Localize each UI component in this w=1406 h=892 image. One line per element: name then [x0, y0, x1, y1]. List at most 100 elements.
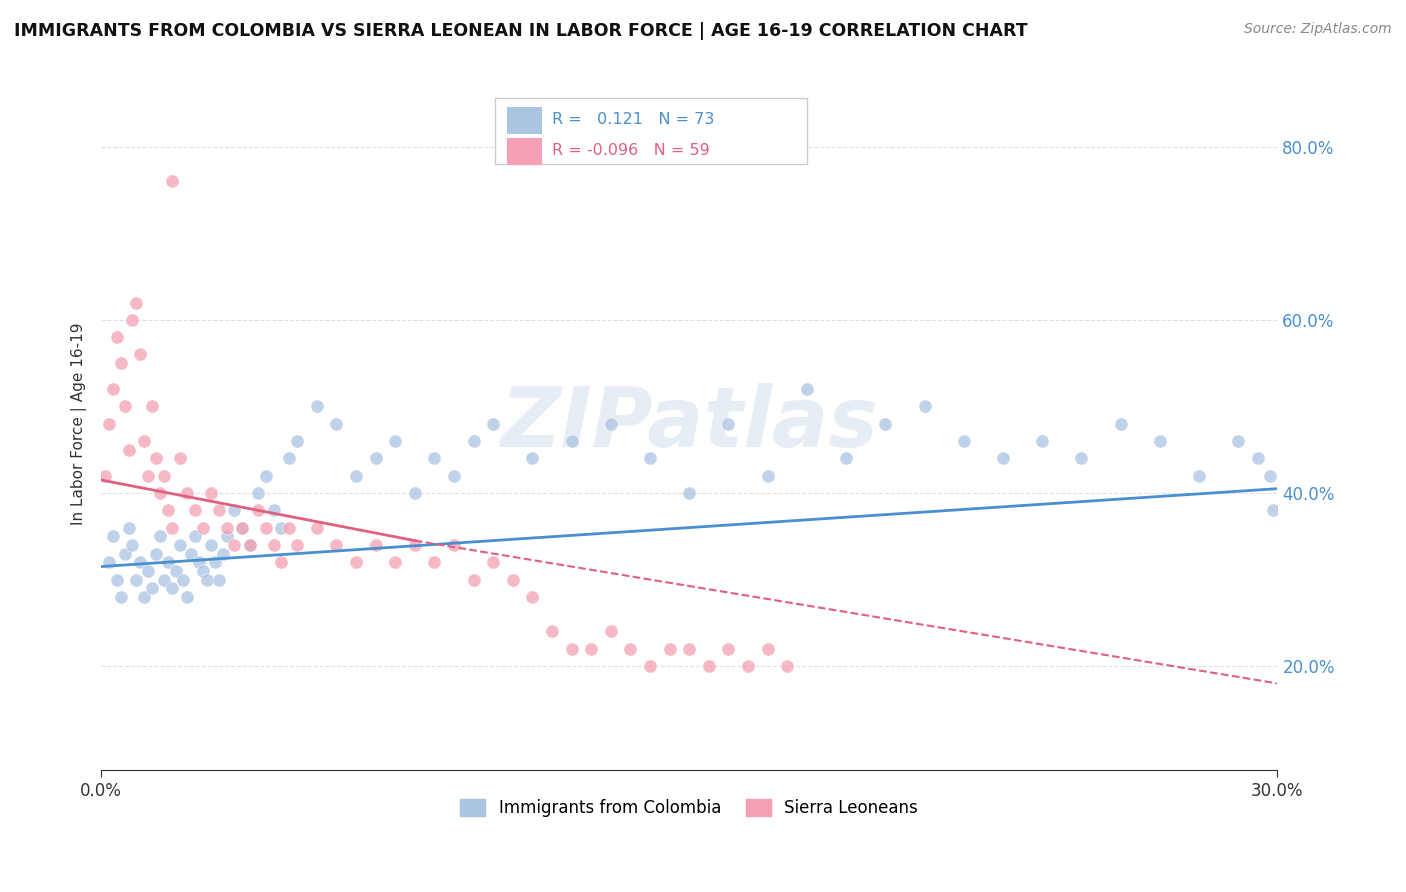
Point — [404, 538, 426, 552]
Point — [278, 451, 301, 466]
Point — [134, 434, 156, 448]
Point — [254, 520, 277, 534]
Text: R =   0.121   N = 73: R = 0.121 N = 73 — [551, 112, 714, 128]
FancyBboxPatch shape — [495, 98, 807, 164]
Point — [134, 590, 156, 604]
Point — [160, 581, 183, 595]
Point — [482, 555, 505, 569]
Point — [121, 313, 143, 327]
Point — [98, 555, 121, 569]
Point — [200, 538, 222, 552]
Point — [599, 624, 621, 639]
Point — [145, 451, 167, 466]
Point — [423, 451, 446, 466]
Point — [169, 451, 191, 466]
Point — [231, 520, 253, 534]
Point — [541, 624, 564, 639]
Point — [195, 573, 218, 587]
Point — [156, 503, 179, 517]
Point — [1031, 434, 1053, 448]
Point — [153, 468, 176, 483]
Point — [149, 529, 172, 543]
Point — [1258, 468, 1281, 483]
Point — [325, 417, 347, 431]
Point — [191, 520, 214, 534]
Point — [184, 503, 207, 517]
Point — [914, 400, 936, 414]
Point — [94, 468, 117, 483]
Point — [263, 538, 285, 552]
Point — [522, 590, 544, 604]
Point — [482, 417, 505, 431]
Point — [1070, 451, 1092, 466]
Point — [110, 356, 132, 370]
Point — [141, 400, 163, 414]
Bar — [508, 138, 543, 165]
Point — [231, 520, 253, 534]
Point — [114, 547, 136, 561]
Point — [208, 503, 231, 517]
Point — [443, 538, 465, 552]
Point — [697, 659, 720, 673]
Bar — [508, 107, 543, 134]
Legend: Immigrants from Colombia, Sierra Leoneans: Immigrants from Colombia, Sierra Leonean… — [454, 792, 925, 824]
Point — [384, 555, 406, 569]
Point — [991, 451, 1014, 466]
Point — [756, 468, 779, 483]
Point — [1149, 434, 1171, 448]
Point — [423, 555, 446, 569]
Point — [188, 555, 211, 569]
Point — [149, 486, 172, 500]
Point — [278, 520, 301, 534]
Point — [1227, 434, 1250, 448]
Point — [176, 590, 198, 604]
Point — [105, 330, 128, 344]
Point — [191, 564, 214, 578]
Point — [160, 520, 183, 534]
Point — [305, 520, 328, 534]
Point — [638, 659, 661, 673]
Point — [1263, 503, 1285, 517]
Point — [239, 538, 262, 552]
Point — [404, 486, 426, 500]
Point — [176, 486, 198, 500]
Y-axis label: In Labor Force | Age 16-19: In Labor Force | Age 16-19 — [72, 323, 87, 525]
Point — [105, 573, 128, 587]
Point — [364, 451, 387, 466]
Point — [121, 538, 143, 552]
Text: ZIPatlas: ZIPatlas — [501, 384, 879, 464]
Point — [619, 641, 641, 656]
Point — [270, 555, 292, 569]
Point — [1247, 451, 1270, 466]
Point — [98, 417, 121, 431]
Point — [180, 547, 202, 561]
Point — [117, 442, 139, 457]
Point — [384, 434, 406, 448]
Point — [101, 529, 124, 543]
Point — [165, 564, 187, 578]
Point — [215, 520, 238, 534]
Point — [270, 520, 292, 534]
Point — [169, 538, 191, 552]
Point — [204, 555, 226, 569]
Point — [101, 382, 124, 396]
Point — [160, 174, 183, 188]
Point — [717, 641, 740, 656]
Point — [344, 468, 367, 483]
Point — [717, 417, 740, 431]
Point — [463, 434, 485, 448]
Point — [117, 520, 139, 534]
Point — [141, 581, 163, 595]
Point — [463, 573, 485, 587]
Point — [129, 555, 152, 569]
Point — [153, 573, 176, 587]
Point — [246, 486, 269, 500]
Point — [364, 538, 387, 552]
Point — [796, 382, 818, 396]
Point — [224, 503, 246, 517]
Point — [184, 529, 207, 543]
Point — [239, 538, 262, 552]
Point — [737, 659, 759, 673]
Point — [835, 451, 858, 466]
Point — [211, 547, 233, 561]
